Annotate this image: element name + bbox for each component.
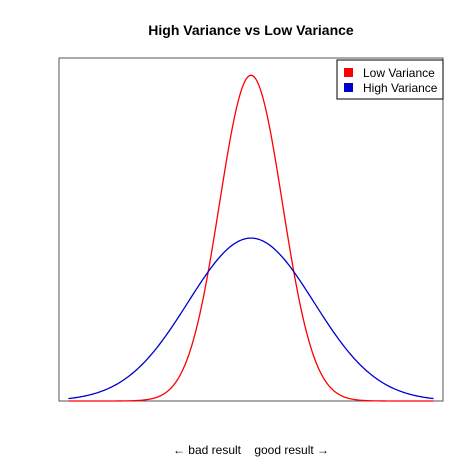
legend-label-low-variance: Low Variance: [363, 66, 435, 80]
series-line-low-variance: [68, 74, 434, 402]
series-layer: [68, 74, 434, 402]
legend-label-high-variance: High Variance: [363, 81, 438, 95]
series-line-high-variance: [68, 237, 434, 400]
x-axis-label: ← bad result good result →: [173, 443, 329, 457]
legend-swatch-high-variance: [344, 83, 353, 92]
legend-box: [336, 59, 444, 100]
legend: Low Variance High Variance: [336, 59, 444, 100]
legend-swatch-low-variance: [344, 68, 353, 77]
plot-frame: [58, 57, 444, 402]
chart-title: High Variance vs Low Variance: [148, 22, 354, 38]
